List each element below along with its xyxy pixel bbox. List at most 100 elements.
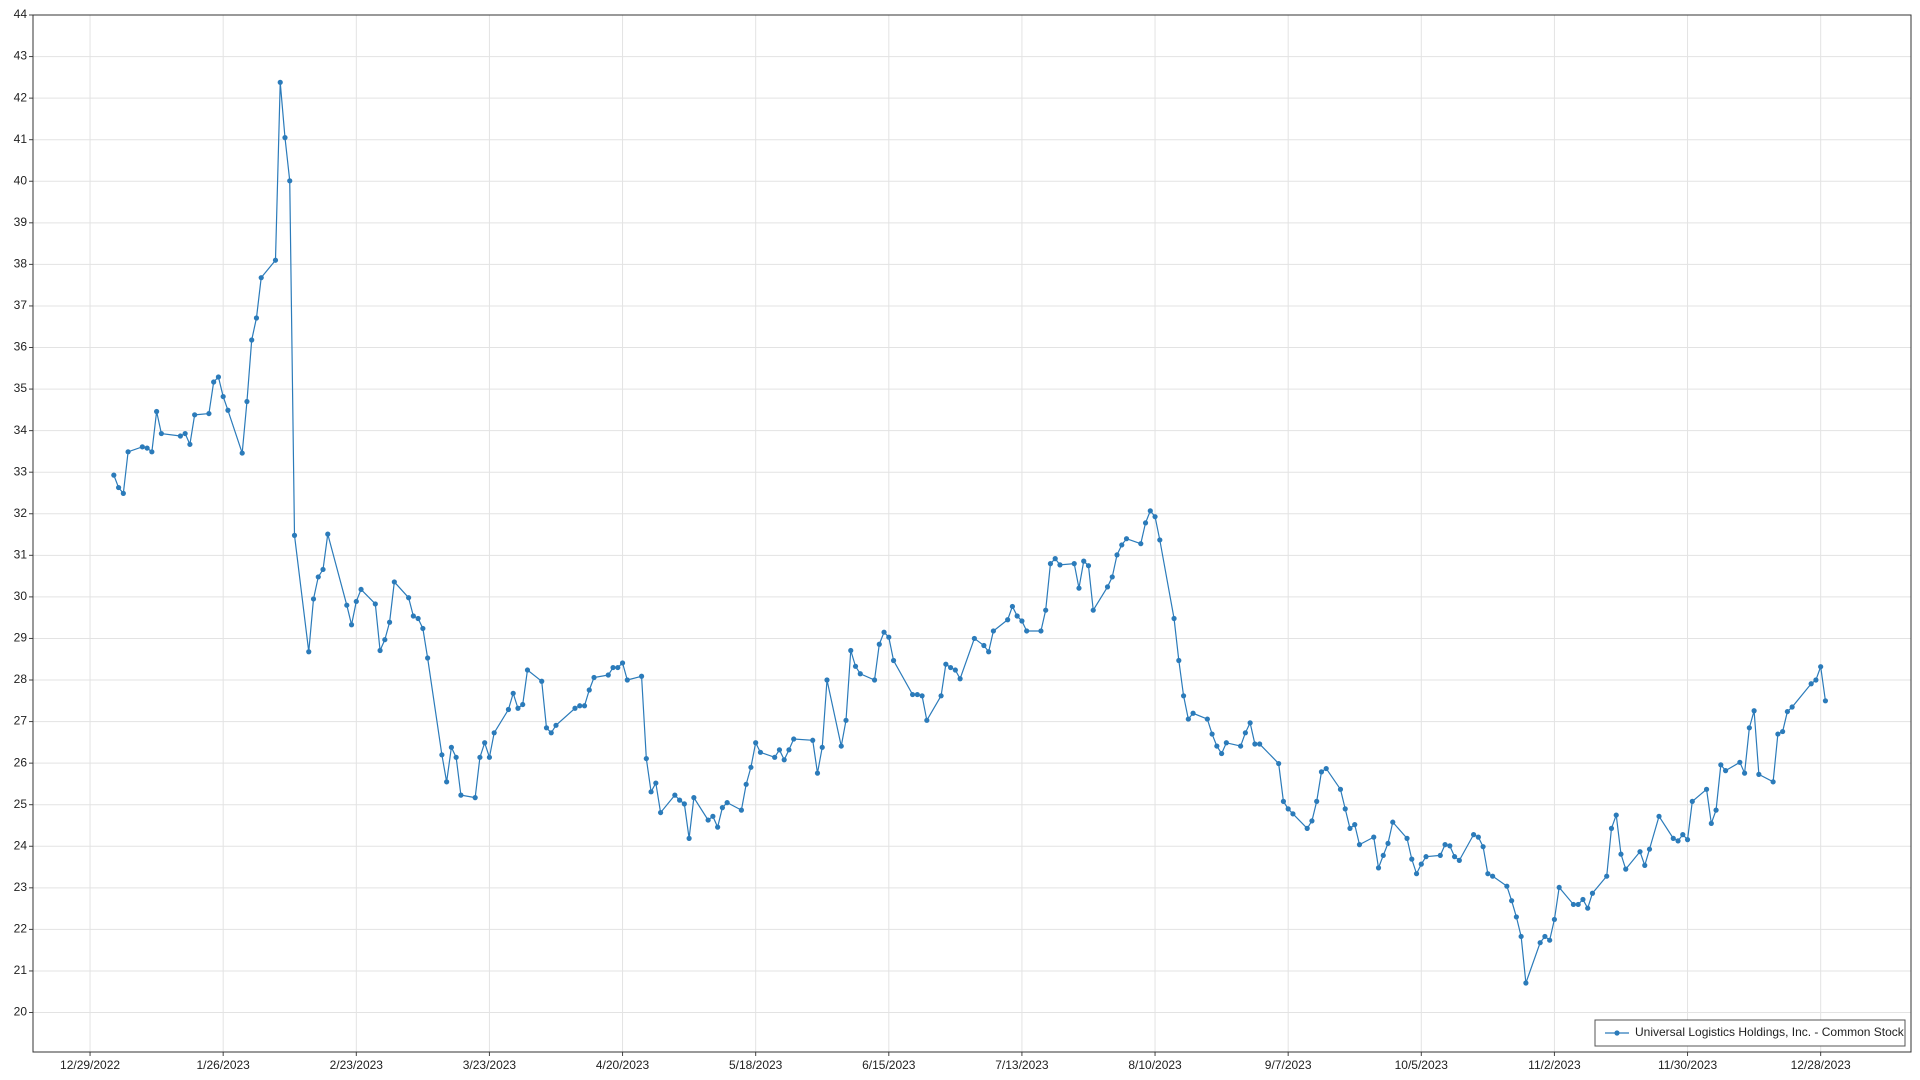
- data-point: [1214, 743, 1220, 749]
- data-point: [610, 664, 616, 671]
- data-point: [315, 574, 321, 580]
- data-point: [239, 450, 245, 456]
- data-point: [924, 717, 930, 723]
- data-point: [1076, 585, 1082, 591]
- plot-frame: [32, 14, 1912, 1053]
- data-point: [1323, 765, 1329, 772]
- data-point: [353, 598, 359, 605]
- data-point: [1390, 819, 1396, 825]
- data-point: [1751, 708, 1757, 714]
- legend: Universal Logistics Holdings, Inc. - Com…: [1594, 1019, 1906, 1047]
- data-point: [686, 835, 692, 841]
- data-point: [1775, 731, 1781, 737]
- data-point: [857, 671, 863, 677]
- data-point: [786, 747, 792, 753]
- x-tick-label: 11/2/2023: [1528, 1058, 1581, 1072]
- data-point: [909, 691, 916, 698]
- data-point: [1138, 541, 1144, 547]
- x-tick-label: 3/23/2023: [463, 1058, 517, 1072]
- y-tick-label: 41: [14, 132, 28, 146]
- data-point: [515, 705, 521, 711]
- y-tick-label: 30: [14, 589, 28, 603]
- data-point: [277, 79, 283, 85]
- data-point: [586, 687, 592, 693]
- data-point: [1085, 563, 1092, 569]
- data-point: [1043, 607, 1049, 613]
- data-point: [814, 770, 821, 776]
- data-point: [1746, 725, 1752, 731]
- data-point: [225, 407, 231, 413]
- y-tick-label: 40: [14, 173, 28, 187]
- data-point: [1675, 838, 1681, 844]
- data-point: [1741, 770, 1748, 776]
- y-tick-label: 31: [14, 547, 28, 561]
- data-point: [681, 801, 687, 807]
- data-point: [715, 824, 721, 830]
- data-point: [705, 817, 711, 823]
- data-point: [505, 706, 512, 713]
- y-tick-label: 28: [14, 672, 28, 686]
- data-point: [1247, 720, 1253, 726]
- data-point: [1318, 769, 1325, 775]
- legend-box: [1594, 1019, 1906, 1047]
- data-point: [1309, 818, 1315, 824]
- data-point: [524, 667, 531, 673]
- data-point: [1123, 536, 1130, 542]
- data-point: [144, 445, 150, 451]
- data-point: [1585, 905, 1591, 911]
- data-point: [477, 754, 483, 760]
- data-point: [572, 705, 578, 711]
- y-tick-label: 35: [14, 381, 28, 395]
- data-point: [377, 647, 383, 654]
- data-point: [358, 586, 364, 593]
- data-point: [1157, 537, 1163, 543]
- x-tick-label: 12/29/2022: [60, 1058, 120, 1072]
- data-point: [1204, 716, 1210, 722]
- y-tick-label: 29: [14, 631, 28, 645]
- data-point: [624, 677, 630, 683]
- y-tick-label: 27: [14, 714, 28, 728]
- data-point: [943, 661, 949, 667]
- data-point: [810, 737, 816, 743]
- data-point: [1071, 561, 1077, 567]
- data-point: [215, 374, 222, 380]
- data-point: [1637, 849, 1643, 855]
- data-point: [220, 393, 226, 400]
- y-tick-label: 42: [14, 90, 28, 104]
- data-point: [272, 257, 279, 263]
- data-point: [581, 703, 588, 709]
- data-point: [819, 744, 825, 750]
- x-tick-label: 5/18/2023: [729, 1058, 783, 1072]
- x-tick-label: 1/26/2023: [196, 1058, 250, 1072]
- data-point: [638, 673, 645, 679]
- y-tick-label: 26: [14, 755, 28, 769]
- data-point: [543, 725, 550, 731]
- data-point: [643, 755, 649, 762]
- series-line: [113, 82, 1827, 984]
- y-tick-label: 44: [14, 7, 28, 21]
- data-point: [1090, 607, 1096, 613]
- data-point: [139, 444, 145, 450]
- data-point: [182, 430, 188, 437]
- data-point: [1442, 842, 1448, 848]
- data-point: [615, 664, 621, 671]
- data-point: [391, 579, 397, 585]
- data-point: [1147, 508, 1153, 514]
- y-tick-label: 23: [14, 880, 28, 894]
- data-point: [386, 619, 393, 625]
- data-point: [1547, 937, 1553, 943]
- data-point: [1780, 728, 1786, 735]
- data-point: [886, 634, 892, 640]
- data-point: [1104, 584, 1111, 590]
- data-point: [724, 800, 730, 806]
- data-point: [1542, 933, 1548, 940]
- data-point: [1646, 846, 1653, 852]
- data-point: [957, 676, 963, 682]
- data-point: [406, 595, 412, 601]
- x-tick-label: 2/23/2023: [330, 1058, 384, 1072]
- data-point: [1623, 866, 1629, 872]
- data-point: [1119, 542, 1125, 548]
- data-point: [258, 275, 264, 281]
- data-point: [1152, 514, 1158, 520]
